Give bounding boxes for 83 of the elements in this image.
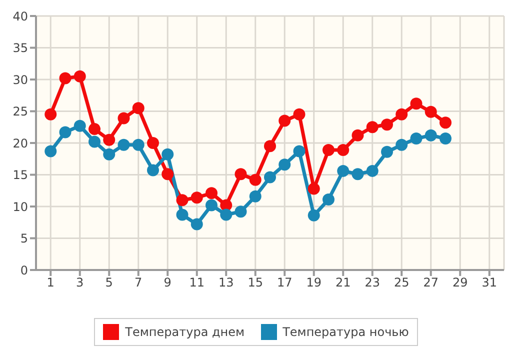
point — [74, 120, 86, 132]
x-tick-label: 5 — [105, 276, 113, 290]
point — [103, 134, 116, 146]
x-tick-label: 25 — [394, 276, 410, 290]
point — [424, 106, 437, 118]
x-tick-label: 13 — [218, 276, 234, 290]
x-tick-label: 29 — [452, 276, 468, 290]
y-tick-label: 0 — [20, 263, 28, 278]
x-tick-label: 11 — [189, 276, 205, 290]
point — [176, 194, 188, 206]
point — [322, 194, 334, 206]
point — [176, 208, 188, 221]
point — [293, 145, 306, 158]
y-tick-label: 30 — [12, 72, 28, 87]
point — [190, 218, 203, 230]
x-tick-label: 19 — [306, 276, 322, 290]
point — [440, 132, 452, 145]
point — [424, 129, 437, 142]
y-tick-label: 20 — [12, 136, 28, 150]
point — [249, 190, 262, 202]
legend-label: Температура днем — [124, 324, 245, 340]
point — [396, 108, 408, 120]
point — [147, 137, 159, 149]
point — [381, 118, 393, 131]
point — [249, 174, 262, 186]
y-tick-label: 40 — [12, 9, 28, 24]
x-tick-label: 21 — [335, 276, 351, 290]
point — [220, 199, 232, 212]
legend-label: Температура ночью — [282, 324, 409, 340]
point — [278, 158, 291, 171]
point — [234, 206, 247, 218]
point — [396, 138, 408, 151]
y-tick-label: 25 — [12, 104, 28, 119]
point — [147, 164, 159, 176]
point — [59, 72, 72, 84]
point — [118, 138, 130, 151]
point — [234, 168, 247, 180]
point — [59, 126, 72, 138]
point — [352, 168, 364, 180]
y-tick-label: 35 — [12, 41, 28, 56]
point — [264, 140, 276, 152]
point — [308, 182, 320, 195]
point — [220, 208, 232, 221]
point — [88, 123, 100, 136]
point — [366, 121, 378, 134]
x-tick-label: 1 — [46, 276, 54, 290]
point — [278, 114, 291, 127]
point — [44, 145, 57, 158]
x-tick-label: 7 — [134, 276, 142, 290]
point — [352, 129, 364, 142]
x-tick-label: 15 — [248, 276, 264, 290]
point — [74, 70, 86, 82]
x-tick-label: 23 — [364, 276, 380, 290]
x-tick-label: 27 — [423, 276, 439, 290]
point — [381, 146, 393, 158]
y-tick-label: 10 — [12, 200, 28, 214]
point — [366, 164, 378, 177]
x-tick-label: 17 — [276, 276, 292, 290]
x-tick-label: 9 — [164, 276, 172, 290]
point — [132, 138, 144, 151]
point — [440, 116, 452, 129]
point — [103, 148, 116, 160]
y-tick-label: 5 — [20, 232, 28, 246]
point — [206, 199, 218, 212]
point — [88, 136, 100, 148]
point — [162, 168, 174, 180]
x-tick-label: 31 — [482, 276, 498, 290]
point — [410, 132, 422, 145]
point — [410, 98, 422, 110]
y-tick-label: 15 — [12, 168, 28, 182]
point — [337, 144, 350, 156]
point — [264, 171, 276, 184]
point — [132, 102, 144, 114]
point — [162, 148, 174, 160]
point — [190, 192, 203, 204]
point — [308, 209, 320, 222]
point — [118, 112, 130, 124]
point — [337, 164, 350, 177]
point — [206, 187, 218, 200]
point — [44, 108, 57, 120]
x-tick-label: 3 — [76, 276, 84, 290]
point — [322, 144, 334, 156]
point — [293, 108, 306, 120]
